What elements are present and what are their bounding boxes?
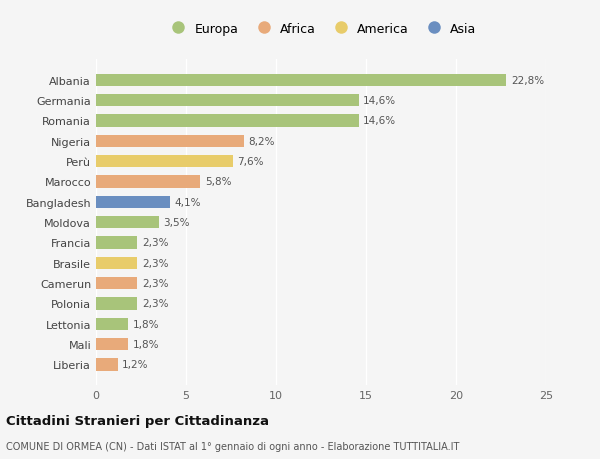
Text: 2,3%: 2,3% — [142, 299, 169, 309]
Bar — [96, 115, 359, 127]
Text: 7,6%: 7,6% — [238, 157, 264, 167]
Text: 2,3%: 2,3% — [142, 258, 169, 268]
Bar — [96, 217, 159, 229]
Bar — [96, 135, 244, 147]
Bar — [96, 237, 137, 249]
Bar — [96, 338, 128, 351]
Text: 1,8%: 1,8% — [133, 339, 160, 349]
Legend: Europa, Africa, America, Asia: Europa, Africa, America, Asia — [163, 20, 479, 38]
Text: 1,2%: 1,2% — [122, 360, 149, 369]
Text: 1,8%: 1,8% — [133, 319, 160, 329]
Bar — [96, 74, 506, 87]
Text: 2,3%: 2,3% — [142, 279, 169, 288]
Text: 3,5%: 3,5% — [163, 218, 190, 228]
Bar — [96, 277, 137, 290]
Text: 14,6%: 14,6% — [364, 116, 397, 126]
Text: COMUNE DI ORMEA (CN) - Dati ISTAT al 1° gennaio di ogni anno - Elaborazione TUTT: COMUNE DI ORMEA (CN) - Dati ISTAT al 1° … — [6, 441, 460, 451]
Bar — [96, 156, 233, 168]
Text: 22,8%: 22,8% — [511, 76, 544, 85]
Text: 2,3%: 2,3% — [142, 238, 169, 248]
Bar — [96, 176, 200, 188]
Bar — [96, 196, 170, 208]
Text: 5,8%: 5,8% — [205, 177, 232, 187]
Bar — [96, 95, 359, 107]
Bar — [96, 298, 137, 310]
Text: 8,2%: 8,2% — [248, 136, 275, 146]
Text: Cittadini Stranieri per Cittadinanza: Cittadini Stranieri per Cittadinanza — [6, 414, 269, 428]
Text: 14,6%: 14,6% — [364, 96, 397, 106]
Bar — [96, 257, 137, 269]
Bar — [96, 318, 128, 330]
Text: 4,1%: 4,1% — [175, 197, 201, 207]
Bar — [96, 358, 118, 371]
